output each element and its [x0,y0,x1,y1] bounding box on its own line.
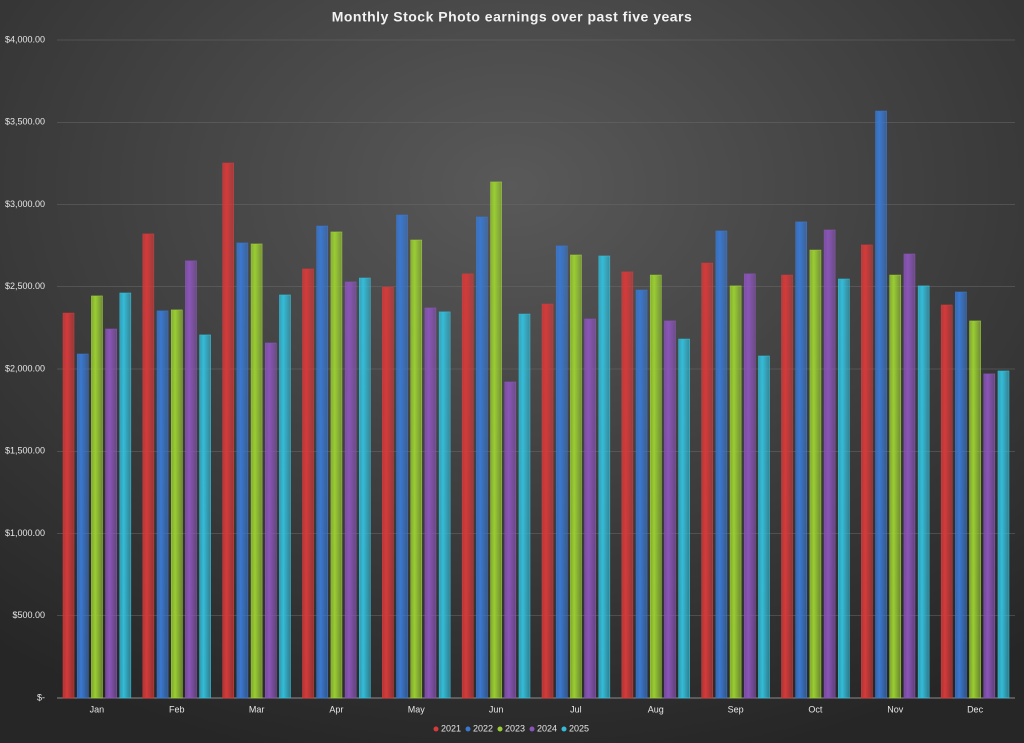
x-tick-label: Jun [489,704,504,714]
bar [664,320,676,699]
bar [715,230,728,699]
legend-swatch [529,726,535,732]
bar [758,355,770,699]
bar [461,273,474,699]
x-tick-label: Sep [728,704,744,714]
x-tick-label: Mar [249,704,265,714]
y-tick-label: $1,000.00 [5,528,45,538]
legend-label: 2024 [537,723,557,733]
bar [62,312,75,699]
bar [983,373,996,699]
bar [743,273,756,699]
x-tick-label: Nov [887,704,904,714]
x-tick-label: Oct [808,704,823,714]
bar [302,268,314,699]
bar [476,216,488,699]
bar [555,245,568,699]
bar [410,239,423,699]
bar [518,313,531,699]
y-tick-label: $3,000.00 [5,199,45,209]
bar [396,214,408,699]
y-tick-label: $2,500.00 [5,281,45,291]
bar [861,244,873,699]
bar [490,181,502,699]
bar [279,294,291,699]
x-tick-label: Aug [648,704,664,714]
bar [635,289,648,699]
bar [875,110,887,699]
bar [809,249,822,699]
bar [838,278,850,699]
legend-label: 2025 [569,723,589,733]
legend-swatch [497,726,503,732]
bar [199,334,211,699]
bar [903,253,916,699]
chart-title: Monthly Stock Photo earnings over past f… [332,9,693,25]
bar [222,162,234,699]
bar [185,260,197,699]
legend-swatch [561,726,567,732]
bar [76,353,89,699]
bar [170,309,183,699]
y-tick-label: $- [37,692,45,702]
legend-label: 2022 [473,723,493,733]
bar [678,338,690,699]
bar [729,285,742,699]
bar [541,303,554,699]
legend-swatch [433,726,439,732]
x-tick-label: Dec [967,704,984,714]
bar [156,310,169,699]
bar [382,286,394,699]
y-tick-label: $1,500.00 [5,446,45,456]
y-tick-label: $3,500.00 [5,117,45,127]
legend-label: 2021 [441,723,461,733]
bar [438,311,451,699]
bar [621,271,634,699]
bar [424,307,437,699]
bar [701,262,713,699]
legend-swatch [465,726,471,732]
bar [91,295,103,699]
bar [823,229,836,699]
bar [955,291,967,699]
bar [649,274,662,699]
bar [330,231,343,699]
bar [969,320,981,699]
x-tick-label: Jan [90,704,105,714]
y-tick-label: $2,000.00 [5,363,45,373]
bar [316,225,329,699]
bar [598,255,611,699]
bar [997,370,1010,699]
bar [917,285,930,699]
x-tick-label: Apr [329,704,343,714]
bar [795,221,808,699]
bar [264,342,277,699]
x-tick-label: Jul [570,704,582,714]
legend-label: 2023 [505,723,525,733]
y-tick-label: $500.00 [12,610,45,620]
bar [781,274,793,699]
x-tick-label: Feb [169,704,185,714]
bar [940,304,953,699]
bar [889,274,902,699]
bar [570,254,582,699]
bar [142,233,155,699]
bar [250,243,263,699]
bar [105,328,117,699]
bar [344,281,357,699]
bar [359,277,371,699]
bar [504,381,517,699]
bar [236,242,249,699]
y-tick-label: $4,000.00 [5,34,45,44]
bar [119,292,132,699]
bar [584,318,596,699]
x-tick-label: May [408,704,426,714]
